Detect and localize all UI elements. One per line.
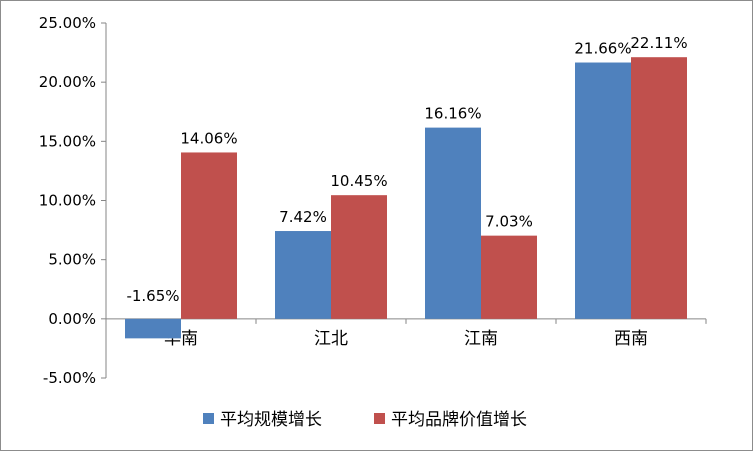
data-label: 7.03%	[485, 213, 533, 231]
legend-swatch	[203, 413, 214, 424]
category-label: 西南	[614, 329, 648, 349]
y-tick-label: 0.00%	[48, 310, 96, 328]
bar-scale-growth	[125, 318, 181, 339]
data-label: -1.65%	[126, 287, 179, 305]
data-label: 14.06%	[180, 129, 237, 147]
bars	[125, 57, 687, 339]
data-labels: -1.65% 7.42% 16.16% 21.66% 14.06% 10.45% 7.03%…	[126, 34, 687, 305]
bar-brand-value-growth	[331, 195, 387, 319]
data-label: 21.66%	[574, 40, 631, 58]
bar-scale-growth	[275, 231, 331, 319]
category-label: 江北	[314, 329, 348, 349]
data-label: 22.11%	[630, 34, 687, 52]
y-tick-label: 20.00%	[39, 73, 96, 91]
bar-brand-value-growth	[181, 152, 237, 319]
data-label: 10.45%	[330, 172, 387, 190]
data-label: 7.42%	[279, 208, 327, 226]
y-tick-label: 10.00%	[39, 192, 96, 210]
data-label: 16.16%	[424, 105, 481, 123]
legend-swatch	[374, 413, 385, 424]
category-label: 江南	[464, 329, 498, 349]
legend: 平均规模增长 平均品牌价值增长	[203, 410, 527, 430]
bar-brand-value-growth	[481, 235, 537, 319]
y-tick-label: -5.00%	[43, 369, 96, 387]
bar-brand-value-growth	[631, 57, 687, 319]
bar-scale-growth	[575, 62, 631, 319]
legend-label: 平均品牌价值增长	[391, 410, 527, 430]
y-tick-label: 15.00%	[39, 132, 96, 150]
y-tick-label: 25.00%	[39, 14, 96, 32]
y-tick-label: 5.00%	[48, 251, 96, 269]
legend-label: 平均规模增长	[220, 410, 322, 430]
bar-scale-growth	[425, 127, 481, 319]
